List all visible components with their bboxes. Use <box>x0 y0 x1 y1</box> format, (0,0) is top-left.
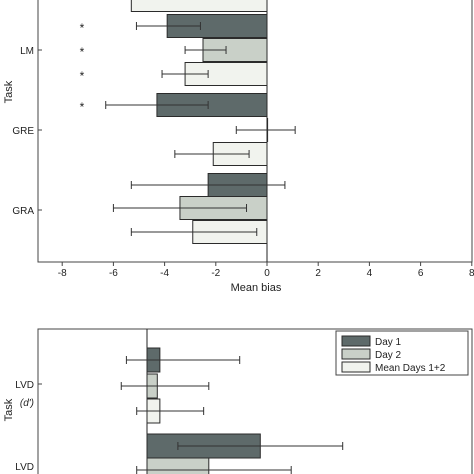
bottom-category-label-1: (d') <box>20 398 34 409</box>
bottom-plot-frame <box>37 328 473 474</box>
top-x-tick-label-4: 0 <box>264 268 270 279</box>
top-significance-marker-3: * <box>80 69 85 83</box>
bottom-category-label-2: LVD <box>15 462 34 473</box>
legend-swatch-2 <box>341 361 371 373</box>
top-x-tick-label-0: -8 <box>58 268 67 279</box>
legend-label-1: Day 2 <box>375 350 402 361</box>
bottom-bars <box>120 329 344 474</box>
legend-swatch-1 <box>341 348 371 360</box>
bottom-chart-panel: LVD (d') LVD Task Day 1 Day 2 Mean Days 1+2 <box>3 328 473 474</box>
top-significance-marker-1: * <box>80 21 85 35</box>
top-x-tick-label-5: 2 <box>315 268 321 279</box>
top-category-label-2: GRA <box>12 206 34 217</box>
top-bar-0 <box>130 0 268 12</box>
top-bars: * * * * <box>80 0 296 262</box>
legend-swatch-0 <box>341 335 371 347</box>
top-category-label-0: LM <box>20 46 34 57</box>
top-x-ticks: -8 -6 -4 -2 0 2 4 6 8 <box>58 262 474 279</box>
bottom-bar-4 <box>146 457 210 474</box>
top-significance-marker-2: * <box>80 45 85 59</box>
bottom-category-labels: LVD (d') LVD <box>15 380 42 473</box>
bottom-y-axis-title: Task <box>3 398 15 421</box>
top-x-tick-label-7: 6 <box>418 268 424 279</box>
top-x-tick-label-6: 4 <box>367 268 373 279</box>
bottom-category-label-0: LVD <box>15 380 34 391</box>
top-x-tick-label-2: -4 <box>160 268 169 279</box>
top-x-tick-label-3: -2 <box>211 268 220 279</box>
top-y-axis-title: Task <box>3 80 15 103</box>
legend: Day 1 Day 2 Mean Days 1+2 <box>335 330 469 376</box>
top-significance-marker-4: * <box>80 100 85 114</box>
top-x-axis-title: Mean bias <box>231 282 282 294</box>
legend-label-0: Day 1 <box>375 337 402 348</box>
top-x-tick-label-8: 8 <box>469 268 474 279</box>
top-chart-panel: * * * * -8 -6 -4 -2 0 2 4 6 8 LM GRE GRA Mean bias Ta… <box>3 0 474 294</box>
top-category-label-1: GRE <box>12 126 34 137</box>
top-category-labels: LM GRE GRA <box>12 46 42 217</box>
top-x-tick-label-1: -6 <box>109 268 118 279</box>
legend-label-2: Mean Days 1+2 <box>375 363 446 374</box>
